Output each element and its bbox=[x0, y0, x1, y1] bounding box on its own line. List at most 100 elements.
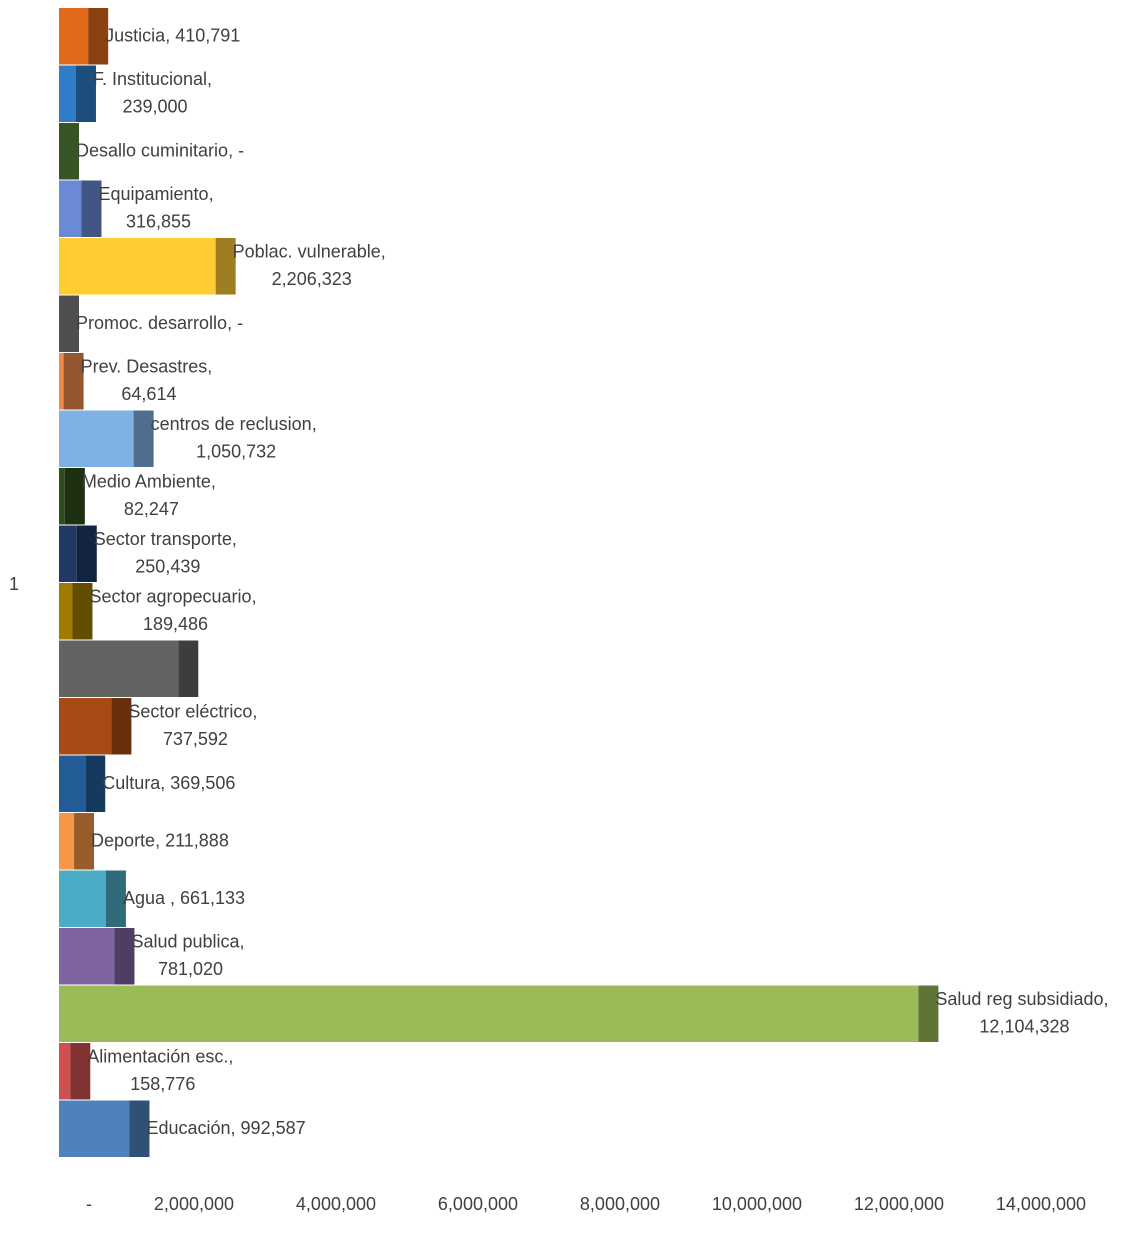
bar bbox=[59, 985, 919, 1042]
bar-side bbox=[111, 698, 132, 755]
data-label-category: Deporte bbox=[91, 830, 155, 850]
data-label-category: Medio Ambiente bbox=[82, 471, 211, 491]
data-label-value: - bbox=[238, 140, 244, 160]
bar-side bbox=[74, 813, 95, 870]
bar-side bbox=[81, 180, 102, 237]
bar-side bbox=[133, 410, 154, 467]
bar bbox=[59, 1100, 130, 1157]
data-label-category: Justicia bbox=[105, 25, 166, 45]
data-label: Desallo cuminitario, - bbox=[76, 140, 244, 160]
data-label-separator: , bbox=[231, 1118, 241, 1138]
data-label: Justicia, 410,791 bbox=[105, 25, 240, 45]
bar bbox=[59, 583, 73, 640]
data-label-value: 1,050,732 bbox=[196, 442, 276, 462]
category-axis-label: 1 bbox=[9, 574, 19, 594]
data-label-value: 158,776 bbox=[130, 1074, 195, 1094]
data-label-category: centros de reclusion bbox=[151, 414, 312, 434]
data-label-value: 410,791 bbox=[175, 25, 240, 45]
data-label-separator: , bbox=[165, 25, 175, 45]
data-label-category: Salud reg subsidiado bbox=[935, 989, 1103, 1009]
data-label: Prev. Desastres, bbox=[81, 356, 218, 376]
bar-side bbox=[76, 525, 97, 582]
data-label-category: Educación bbox=[146, 1118, 230, 1138]
bar bbox=[59, 65, 76, 122]
data-label-category: Desallo cuminitario bbox=[76, 140, 228, 160]
bar-side bbox=[59, 295, 79, 352]
data-label-category: Sector eléctrico bbox=[128, 701, 252, 721]
bar-side bbox=[75, 65, 96, 122]
bar bbox=[59, 870, 106, 927]
data-label-category: Cultura bbox=[102, 773, 161, 793]
data-label-category: Alimentación esc. bbox=[87, 1046, 228, 1066]
x-tick-label: 6,000,000 bbox=[438, 1194, 518, 1214]
bar-side bbox=[88, 8, 109, 65]
data-label-category: Equipamiento bbox=[98, 184, 208, 204]
data-label-separator: , bbox=[1104, 989, 1114, 1009]
bar-side bbox=[72, 583, 93, 640]
bar bbox=[59, 410, 134, 467]
data-label: Sector agropecuario, bbox=[89, 586, 261, 606]
data-label-category: F. Institucional bbox=[93, 69, 207, 89]
data-label-separator: , bbox=[209, 184, 219, 204]
data-label-separator: , bbox=[227, 313, 237, 333]
bar bbox=[59, 180, 82, 237]
data-label-category: Sector agropecuario bbox=[89, 586, 251, 606]
bar bbox=[59, 928, 115, 985]
data-label-separator: , bbox=[240, 931, 250, 951]
data-label-value: 239,000 bbox=[122, 97, 187, 117]
data-label-value: 64,614 bbox=[121, 384, 176, 404]
data-label-value: - bbox=[237, 313, 243, 333]
bar-side bbox=[85, 755, 106, 812]
data-label-separator: , bbox=[252, 701, 262, 721]
data-label-separator: , bbox=[232, 529, 242, 549]
bar-side bbox=[105, 870, 126, 927]
data-label-value: 211,888 bbox=[165, 830, 229, 850]
data-label-value: 661,133 bbox=[180, 888, 245, 908]
data-label: Medio Ambiente, bbox=[82, 471, 221, 491]
bar bbox=[59, 353, 64, 410]
data-label-separator: , bbox=[207, 69, 217, 89]
data-label: Salud publica, bbox=[131, 931, 249, 951]
data-label-category: Sector transporte bbox=[94, 529, 232, 549]
bar bbox=[59, 525, 77, 582]
x-tick-label: - bbox=[86, 1194, 92, 1214]
bar bbox=[59, 1043, 71, 1100]
data-label-value: 189,486 bbox=[143, 614, 208, 634]
data-label-value: 2,206,323 bbox=[272, 269, 352, 289]
data-label-value: 82,247 bbox=[124, 499, 179, 519]
data-label-separator: , bbox=[228, 140, 238, 160]
bar bbox=[59, 8, 89, 65]
data-label-separator: , bbox=[252, 586, 262, 606]
bar bbox=[59, 468, 65, 525]
data-label: centros de reclusion, bbox=[151, 414, 322, 434]
bar bbox=[59, 813, 75, 870]
data-label-value: 316,855 bbox=[126, 212, 191, 232]
data-label-separator: , bbox=[211, 471, 221, 491]
data-label: Educación, 992,587 bbox=[146, 1118, 305, 1138]
x-tick-label: 4,000,000 bbox=[296, 1194, 376, 1214]
bar-side bbox=[918, 985, 939, 1042]
data-label-value: 369,506 bbox=[170, 773, 235, 793]
data-label-separator: , bbox=[155, 830, 165, 850]
data-label-separator: , bbox=[381, 241, 391, 261]
data-label-value: 250,439 bbox=[135, 557, 200, 577]
data-label: Poblac. vulnerable, bbox=[233, 241, 391, 261]
data-label: Alimentación esc., bbox=[87, 1046, 238, 1066]
data-label-value: 12,104,328 bbox=[979, 1017, 1069, 1037]
data-label-value: 992,587 bbox=[241, 1118, 306, 1138]
data-label-separator: , bbox=[170, 888, 180, 908]
bar-side bbox=[64, 468, 85, 525]
data-label: Sector transporte, bbox=[94, 529, 242, 549]
data-label-category: Agua bbox=[123, 888, 170, 908]
bar-side bbox=[178, 640, 199, 697]
bar bbox=[59, 238, 216, 295]
x-tick-label: 12,000,000 bbox=[854, 1194, 944, 1214]
x-tick-label: 10,000,000 bbox=[712, 1194, 802, 1214]
bar-side bbox=[70, 1043, 91, 1100]
data-label-category: Promoc. desarrollo bbox=[76, 313, 227, 333]
data-label-category: Prev. Desastres bbox=[81, 356, 208, 376]
data-label-separator: , bbox=[312, 414, 322, 434]
data-label: Sector eléctrico, bbox=[128, 701, 262, 721]
bar bbox=[59, 640, 179, 697]
